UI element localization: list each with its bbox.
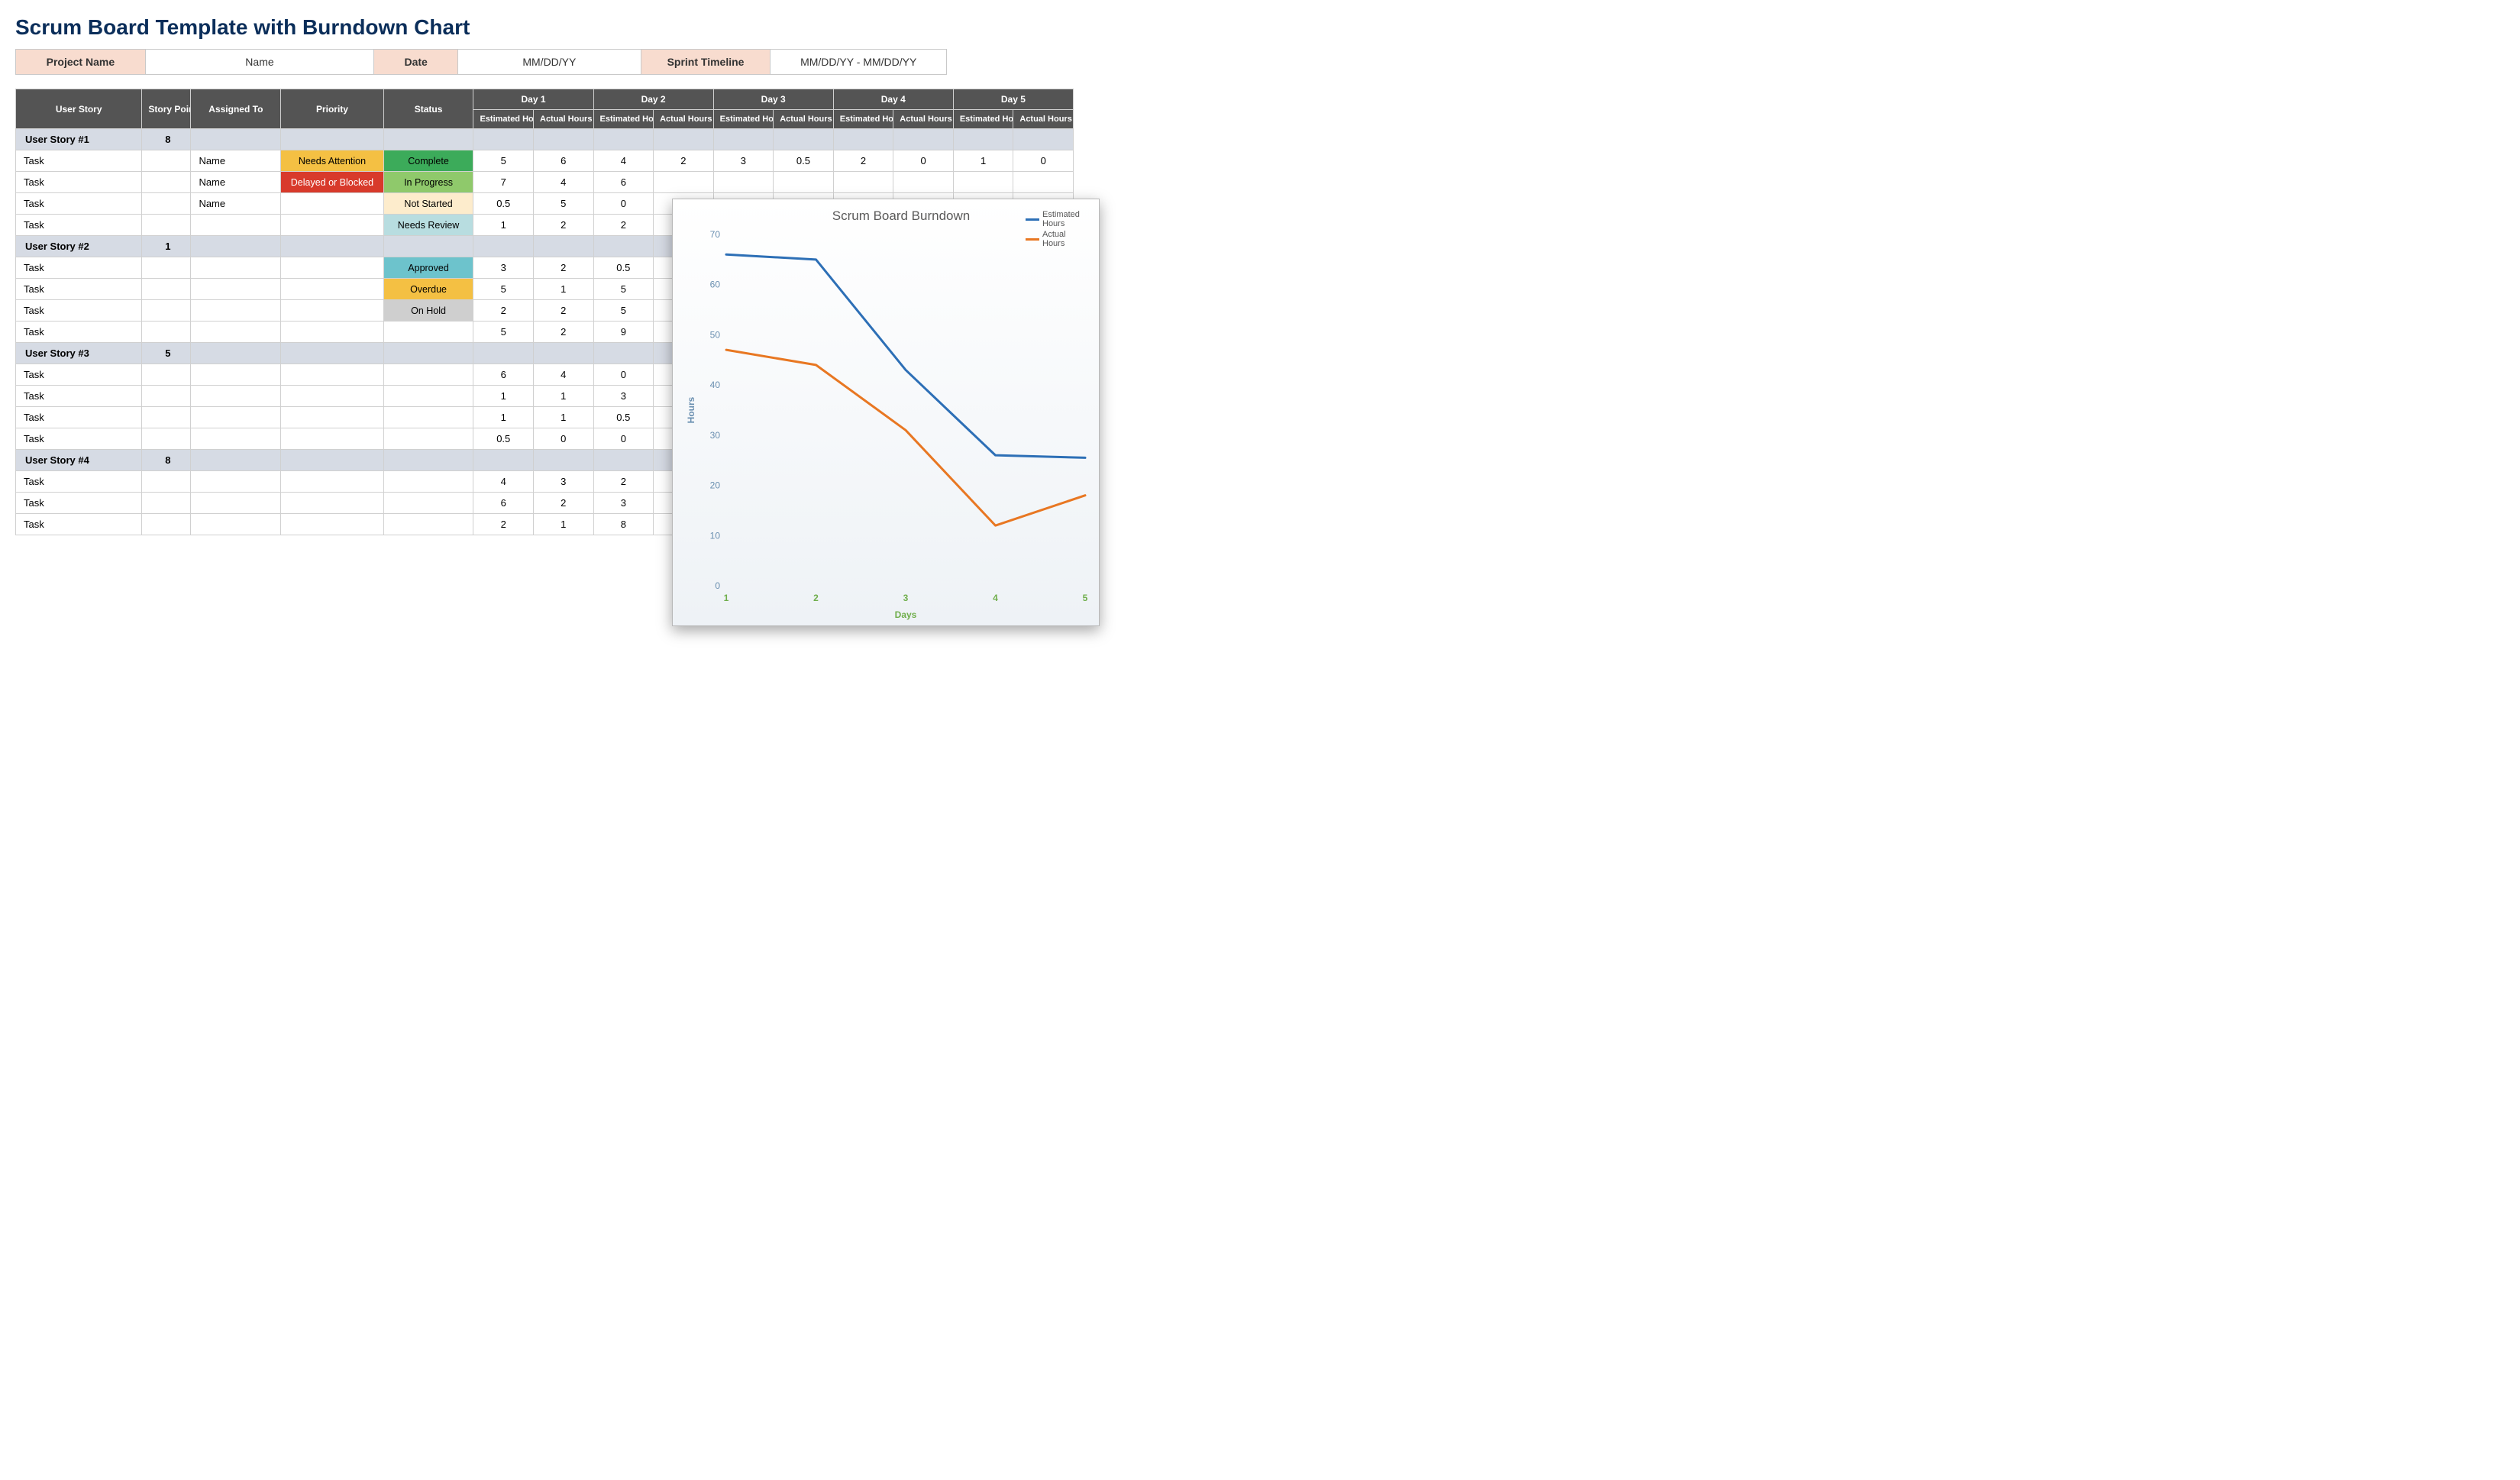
col-user-story: User Story xyxy=(16,89,142,129)
col-est: Estimated Hours xyxy=(953,110,1013,129)
col-est: Estimated Hours xyxy=(833,110,893,129)
col-story-points: Story Points xyxy=(142,89,191,129)
col-est: Estimated Hours xyxy=(593,110,654,129)
svg-text:1: 1 xyxy=(724,593,729,603)
svg-text:40: 40 xyxy=(710,380,721,390)
date-value[interactable]: MM/DD/YY xyxy=(458,50,641,74)
col-act: Actual Hours xyxy=(534,110,594,129)
svg-text:4: 4 xyxy=(993,593,998,603)
col-assigned-to: Assigned To xyxy=(191,89,281,129)
legend-item-estimated: Estimated Hours xyxy=(1026,210,1088,228)
svg-text:30: 30 xyxy=(710,430,721,441)
col-day-1: Day 1 xyxy=(473,89,593,110)
col-day-3: Day 3 xyxy=(713,89,833,110)
legend-label: Actual Hours xyxy=(1042,230,1088,248)
burndown-chart: Scrum Board Burndown Estimated Hours Act… xyxy=(672,199,1100,626)
col-day-5: Day 5 xyxy=(953,89,1073,110)
svg-text:70: 70 xyxy=(710,229,721,240)
legend-label: Estimated Hours xyxy=(1042,210,1088,228)
sprint-value[interactable]: MM/DD/YY - MM/DD/YY xyxy=(771,50,946,74)
col-day-2: Day 2 xyxy=(593,89,713,110)
col-est: Estimated Hours xyxy=(473,110,534,129)
svg-text:2: 2 xyxy=(813,593,819,603)
col-act: Actual Hours xyxy=(774,110,834,129)
legend-item-actual: Actual Hours xyxy=(1026,230,1088,248)
svg-text:Hours: Hours xyxy=(686,396,696,423)
task-row[interactable]: TaskNameDelayed or BlockedIn Progress746 xyxy=(16,172,1074,193)
svg-text:60: 60 xyxy=(710,280,721,290)
col-priority: Priority xyxy=(281,89,383,129)
task-row[interactable]: TaskNameNeeds AttentionComplete564230.52… xyxy=(16,150,1074,172)
table-header: User Story Story Points Assigned To Prio… xyxy=(16,89,1074,129)
chart-plot: 0 10 20 30 40 50 60 70 1 2 3 4 5 Days Hours xyxy=(680,227,1093,624)
svg-text:0: 0 xyxy=(715,580,720,591)
page-title: Scrum Board Template with Burndown Chart xyxy=(15,15,1092,40)
info-bar: Project Name Name Date MM/DD/YY Sprint T… xyxy=(15,49,947,75)
svg-text:50: 50 xyxy=(710,329,721,340)
col-act: Actual Hours xyxy=(654,110,714,129)
col-day-4: Day 4 xyxy=(833,89,953,110)
date-label: Date xyxy=(374,50,458,74)
chart-legend: Estimated Hours Actual Hours xyxy=(1026,210,1088,250)
project-name-value[interactable]: Name xyxy=(146,50,374,74)
svg-text:20: 20 xyxy=(710,480,721,491)
col-act: Actual Hours xyxy=(893,110,954,129)
sprint-label: Sprint Timeline xyxy=(641,50,771,74)
svg-text:5: 5 xyxy=(1083,593,1088,603)
col-act: Actual Hours xyxy=(1013,110,1074,129)
svg-text:10: 10 xyxy=(710,530,721,541)
svg-text:3: 3 xyxy=(903,593,909,603)
svg-text:Days: Days xyxy=(895,609,917,620)
col-status: Status xyxy=(383,89,473,129)
col-est: Estimated Hours xyxy=(713,110,774,129)
project-name-label: Project Name xyxy=(16,50,146,74)
story-row[interactable]: User Story #18 xyxy=(16,129,1074,150)
